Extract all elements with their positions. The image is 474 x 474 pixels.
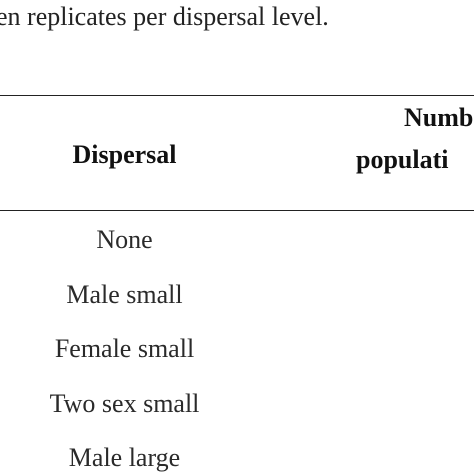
table-row-dispersal-cell: Male large: [68, 443, 181, 472]
table-row-dispersal-cell: None: [96, 225, 153, 254]
table-body: None Male small Female small Two sex sma…: [0, 223, 249, 474]
column-header-number-line2: populati: [356, 145, 449, 174]
column-header-dispersal: Dispersal: [72, 140, 177, 169]
table-header-rule: [0, 210, 474, 211]
table-top-rule: [0, 95, 474, 96]
column-header-number-line1: Numb: [404, 103, 474, 132]
table-caption: en replicates per dispersal level.: [0, 2, 329, 31]
table-row-dispersal-cell: Female small: [54, 334, 195, 363]
table-row-dispersal-cell: Two sex small: [49, 388, 200, 418]
table-row-dispersal-cell: Male small: [66, 279, 183, 309]
